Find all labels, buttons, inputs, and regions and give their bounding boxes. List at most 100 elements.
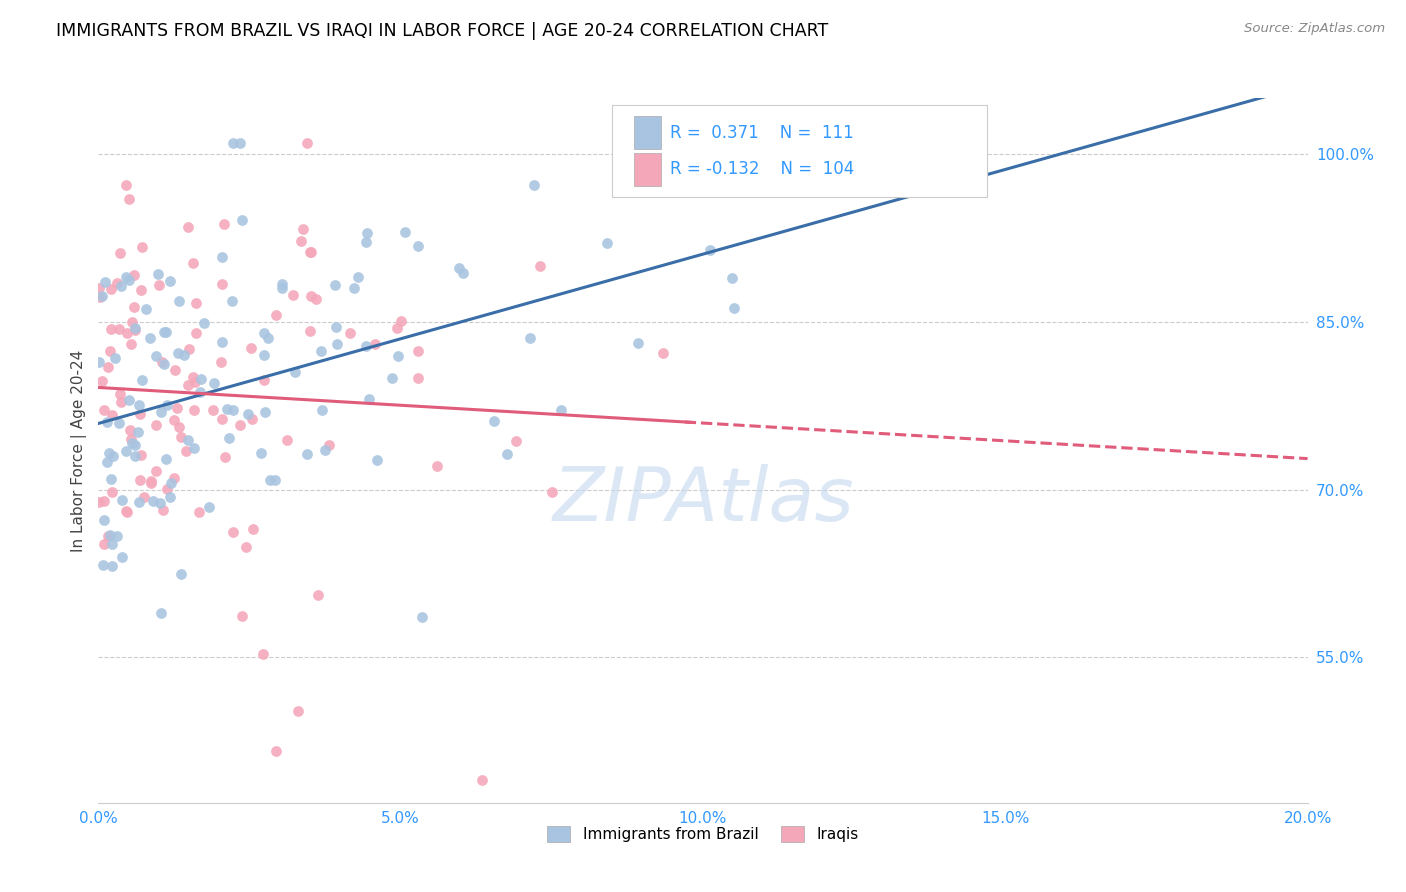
Point (156, 398, 179, 412)
Point (124, 323, 146, 337)
Text: R = -0.132    N =  104: R = -0.132 N = 104 (671, 161, 855, 178)
Point (101, 558, 124, 573)
Point (235, 540, 257, 554)
Point (177, 220, 200, 235)
Point (529, 259, 551, 273)
Point (193, 316, 215, 330)
Point (873, 136, 896, 150)
Point (135, 301, 157, 316)
Point (141, 475, 163, 490)
Point (451, 266, 474, 280)
Point (122, 268, 145, 283)
Point (406, 371, 429, 385)
Point (108, 246, 131, 260)
Point (408, 239, 430, 253)
Point (699, 243, 721, 257)
Point (93, 494, 115, 508)
Point (381, 370, 404, 384)
Point (257, 331, 280, 345)
Point (96, 415, 118, 429)
Point (108, 417, 131, 431)
Point (229, 417, 252, 432)
Point (101, 536, 124, 550)
Point (426, 458, 449, 473)
Point (118, 192, 141, 206)
Point (127, 425, 149, 439)
Point (271, 277, 294, 292)
Point (218, 431, 240, 445)
Point (283, 288, 305, 302)
Point (124, 321, 146, 335)
Point (131, 373, 153, 387)
Point (145, 464, 167, 478)
Text: ZIPAtlas: ZIPAtlas (553, 464, 853, 536)
Point (550, 403, 572, 417)
Point (394, 225, 416, 239)
Point (221, 136, 243, 150)
Point (231, 213, 253, 227)
Point (406, 343, 429, 358)
Point (159, 274, 181, 288)
Point (357, 392, 380, 406)
Point (259, 473, 281, 487)
Point (347, 269, 370, 284)
Point (354, 235, 377, 249)
Point (148, 277, 170, 292)
Point (139, 331, 162, 345)
Point (129, 407, 152, 421)
Point (110, 279, 132, 293)
Point (299, 288, 322, 302)
Point (253, 373, 276, 387)
Point (184, 326, 207, 341)
Point (94, 275, 117, 289)
Point (236, 407, 259, 421)
Point (163, 413, 186, 427)
Point (115, 443, 138, 458)
Point (183, 441, 205, 455)
Point (129, 448, 152, 462)
Point (633, 176, 655, 190)
Point (120, 423, 142, 437)
Point (115, 503, 138, 517)
Point (240, 412, 263, 426)
Point (297, 136, 319, 150)
Point (159, 490, 181, 504)
Point (239, 342, 262, 356)
Text: R =  0.371    N =  111: R = 0.371 N = 111 (671, 124, 853, 142)
Point (276, 433, 298, 447)
Point (231, 608, 253, 623)
Point (174, 444, 197, 458)
Point (190, 372, 212, 386)
Point (132, 490, 155, 504)
Point (176, 433, 198, 447)
Point (254, 405, 277, 419)
Point (356, 226, 378, 240)
Point (121, 435, 143, 450)
Point (110, 394, 132, 409)
Point (188, 384, 211, 399)
Point (211, 277, 233, 291)
Point (652, 346, 675, 360)
Point (222, 403, 245, 417)
Point (155, 451, 177, 466)
Point (105, 529, 128, 543)
Point (100, 408, 122, 422)
Point (596, 235, 619, 250)
Point (120, 432, 142, 446)
Point (93, 537, 115, 551)
Point (131, 240, 153, 254)
Point (211, 335, 233, 350)
Point (91, 558, 114, 572)
Point (141, 474, 163, 488)
Point (385, 321, 408, 335)
Point (287, 704, 309, 718)
Point (364, 336, 387, 351)
Point (326, 337, 349, 351)
Point (155, 325, 177, 339)
Point (149, 607, 172, 621)
Point (253, 326, 276, 340)
Point (117, 326, 139, 340)
Point (152, 503, 174, 517)
Point (721, 271, 744, 285)
Point (229, 136, 252, 150)
